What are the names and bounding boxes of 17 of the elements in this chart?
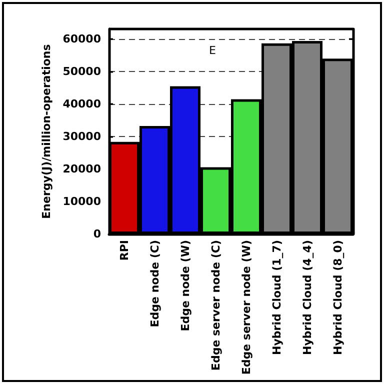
x-tick-label: Hybrid Cloud (4_4) — [300, 240, 314, 355]
x-tick-label: Hybrid Cloud (8_0) — [331, 240, 344, 355]
y-tick-label: 50000 — [62, 64, 102, 78]
x-tick-label: Edge server node (W) — [240, 240, 253, 375]
annotation: E — [209, 44, 216, 57]
y-tick-label: 0 — [93, 228, 102, 240]
y-tick-label: 60000 — [62, 32, 102, 46]
y-tick-label: 10000 — [62, 194, 102, 208]
y-tick-label: 30000 — [62, 130, 102, 143]
x-tick-label: Edge server node (C) — [209, 240, 222, 371]
x-tick-label: RPI — [118, 240, 131, 261]
y-tick-label: 20000 — [62, 162, 102, 176]
y-axis-title: Energy(J)/million-operations — [40, 44, 53, 219]
x-tick-label: Hybrid Cloud (1_7) — [270, 240, 284, 355]
x-tick-label: Edge node (W) — [178, 240, 192, 332]
x-tick-label: Edge node (C) — [148, 240, 162, 328]
y-tick-label: 40000 — [62, 97, 102, 110]
